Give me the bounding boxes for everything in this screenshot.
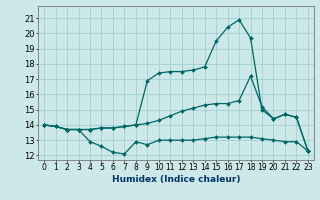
X-axis label: Humidex (Indice chaleur): Humidex (Indice chaleur) <box>112 175 240 184</box>
